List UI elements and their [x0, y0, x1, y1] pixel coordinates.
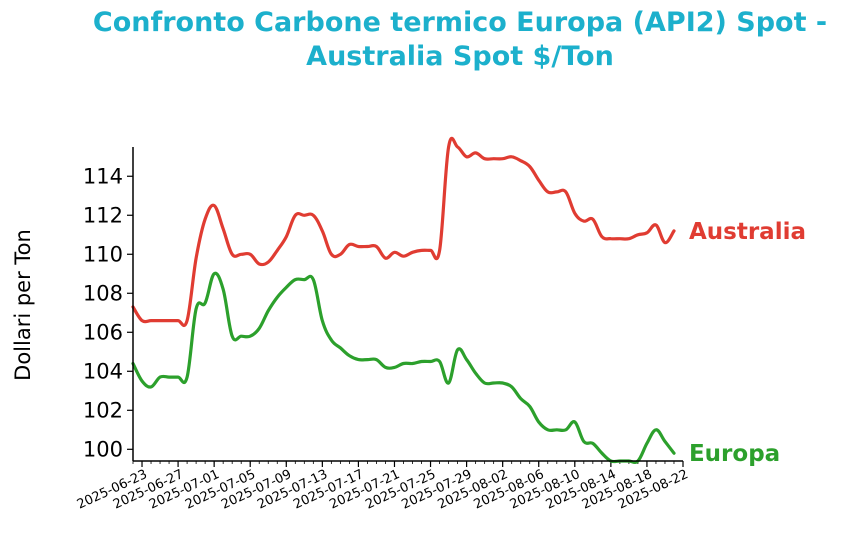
y-tick-label: 114: [83, 164, 123, 188]
y-tick-label: 110: [83, 242, 123, 266]
series-line-europa: [131, 271, 676, 465]
x-axis: 2025-06-232025-06-272025-07-012025-07-05…: [75, 461, 691, 513]
y-tick-label: 104: [83, 359, 123, 383]
y-tick-label: 108: [83, 281, 123, 305]
chart-title: Confronto Carbone termico Europa (API2) …: [60, 6, 858, 74]
series-lines: [131, 136, 676, 465]
y-tick-label: 100: [83, 437, 123, 461]
y-tick-label: 112: [83, 203, 123, 227]
chart-title-line-1: Confronto Carbone termico Europa (API2) …: [92, 7, 828, 38]
chart-title-line-2: Australia Spot $/Ton: [306, 41, 614, 72]
y-axis: 100 102 104 106 108 110 112 114: [83, 164, 133, 461]
y-tick-label: 106: [83, 320, 123, 344]
y-axis-label: Dollari per Ton: [11, 229, 35, 381]
series-labels: Australia Europa: [689, 219, 806, 467]
series-line-australia: [131, 136, 676, 328]
y-tick-label: 102: [83, 398, 123, 422]
series-label-australia: Australia: [689, 219, 806, 245]
series-label-europa: Europa: [689, 441, 780, 467]
